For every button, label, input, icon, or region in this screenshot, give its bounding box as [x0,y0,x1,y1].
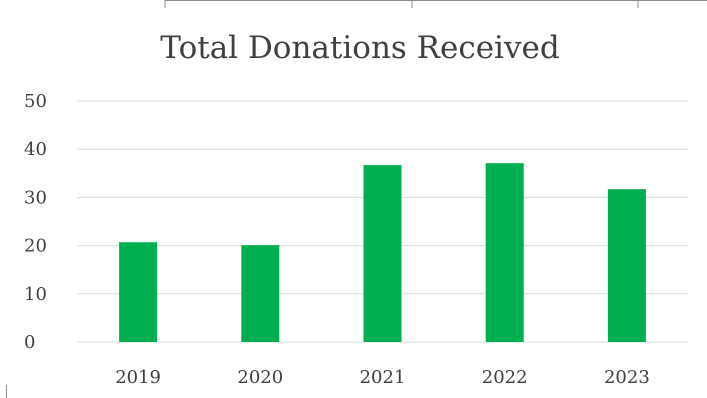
y-tick-label: 0 [24,332,35,353]
x-tick-label: 2022 [482,367,528,388]
chart-title: Total Donations Received [160,30,559,66]
x-tick-label: 2021 [360,367,406,388]
x-tick-label: 2020 [237,367,283,388]
bar-2022 [485,163,524,342]
y-tick-label: 50 [24,91,47,112]
bar-2023 [607,189,646,342]
y-tick-label: 10 [24,284,47,305]
x-tick-label: 2023 [604,367,650,388]
y-tick-label: 30 [24,187,47,208]
bar-2021 [363,165,402,342]
sheet-cell-borders [6,0,707,398]
x-axis-ticks: 2019 2020 2021 2022 2023 [115,367,650,388]
bar-2019 [119,242,158,342]
y-axis-ticks: 0 10 20 30 40 50 [24,91,47,353]
bars [119,163,646,342]
y-tick-label: 40 [24,139,47,160]
x-tick-label: 2019 [115,367,161,388]
bar-2020 [241,245,280,342]
y-tick-label: 20 [24,236,47,257]
